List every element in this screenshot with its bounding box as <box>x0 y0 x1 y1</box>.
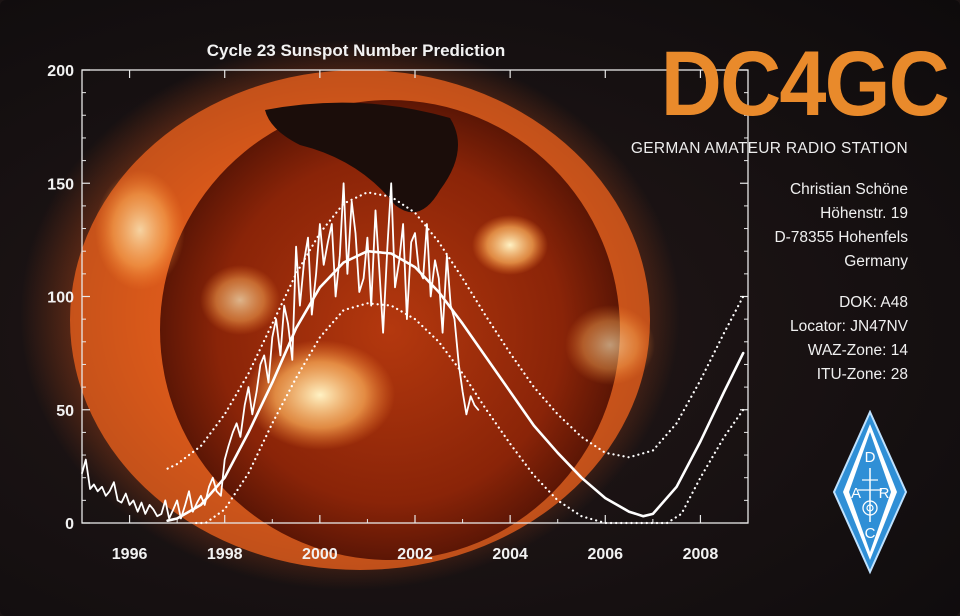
info-line: WAZ-Zone: 14 <box>807 342 908 359</box>
x-tick-label: 2008 <box>683 546 719 563</box>
logo-letter: C <box>865 525 876 542</box>
address-line: Christian Schöne <box>789 181 908 198</box>
x-tick-label: 2004 <box>492 546 528 563</box>
series-line-2 <box>166 249 745 522</box>
x-tick-label: 2000 <box>302 546 338 563</box>
series-line-1 <box>81 182 480 520</box>
chart-title: Cycle 23 Sunspot Number Prediction <box>207 41 506 60</box>
series-line-3 <box>166 191 745 470</box>
station-subtitle: GERMAN AMATEUR RADIO STATION <box>630 140 908 157</box>
x-tick-label: 2006 <box>587 546 623 563</box>
y-tick-label: 0 <box>65 516 74 533</box>
x-tick-label: 2002 <box>397 546 433 563</box>
x-tick-label: 1998 <box>207 546 243 563</box>
y-tick-label: 100 <box>47 290 74 307</box>
info-line: ITU-Zone: 28 <box>816 366 908 383</box>
y-tick-label: 150 <box>47 176 74 193</box>
address-line: Höhenstr. 19 <box>820 205 908 222</box>
logo-letter: A <box>851 485 861 502</box>
address-block: Christian Schöne Höhenstr. 19 D-78355 Ho… <box>774 178 908 274</box>
station-info-block: DOK: A48 Locator: JN47NV WAZ-Zone: 14 IT… <box>790 291 908 387</box>
darc-logo: D A R C <box>832 410 908 575</box>
address-line: D-78355 Hohenfels <box>774 229 908 246</box>
logo-letter: D <box>865 449 876 466</box>
x-tick-label: 1996 <box>112 546 148 563</box>
logo-letter: R <box>879 485 890 502</box>
info-line: Locator: JN47NV <box>789 318 908 335</box>
y-tick-label: 200 <box>47 63 74 80</box>
chart-series <box>81 182 745 525</box>
callsign: DC4GC <box>660 33 950 135</box>
address-line: Germany <box>844 253 908 270</box>
sun-image <box>20 40 680 590</box>
y-tick-label: 50 <box>56 403 74 420</box>
info-line: DOK: A48 <box>839 294 908 311</box>
chart-axes: 0 50 100 150 200 1996 1998 2000 2002 2004 2006 2008 <box>47 63 749 563</box>
